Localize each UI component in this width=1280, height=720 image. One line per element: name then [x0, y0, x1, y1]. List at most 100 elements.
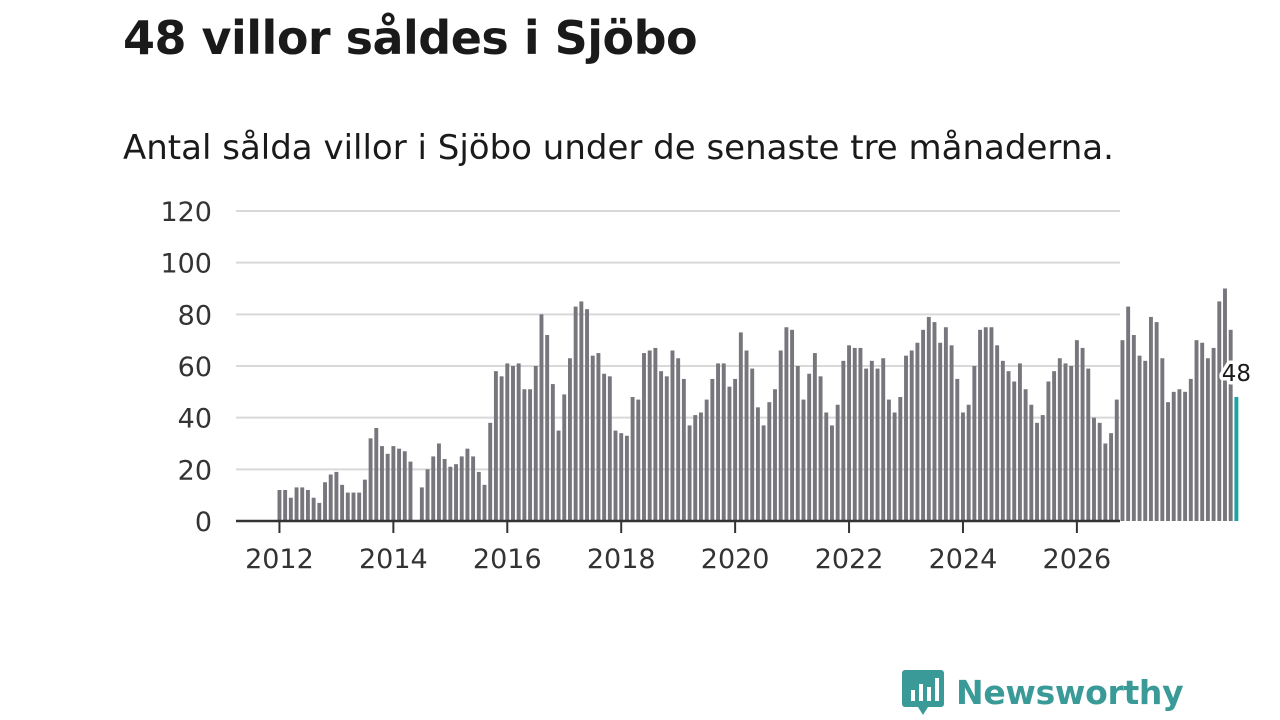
bar: [778, 350, 783, 521]
bar: [1120, 340, 1125, 521]
bar: [807, 373, 812, 521]
bar: [357, 492, 362, 521]
x-tick-label: 2026: [1043, 544, 1112, 575]
x-tick-label: 2020: [701, 544, 770, 575]
bar: [966, 404, 971, 521]
bar: [380, 446, 384, 521]
bar: [419, 487, 424, 521]
bar: [505, 363, 510, 521]
bar: [436, 443, 441, 521]
bar: [1137, 355, 1142, 521]
bar: [983, 327, 988, 521]
x-tick-label: 2014: [359, 544, 428, 575]
bar: [1080, 347, 1085, 521]
bar: [1012, 381, 1017, 521]
bar: [1023, 389, 1028, 521]
bar: [442, 459, 447, 521]
bar: [556, 430, 561, 521]
bar: [972, 366, 977, 521]
bar: [761, 425, 766, 521]
bar: [727, 386, 732, 521]
bar: [699, 412, 703, 521]
bar: [294, 487, 299, 521]
bar: [288, 497, 293, 521]
bar: [402, 451, 407, 521]
bar: [1131, 335, 1136, 521]
bar: [499, 376, 504, 521]
bar: [1103, 443, 1108, 521]
bar: [607, 376, 612, 521]
bar: [1188, 378, 1193, 521]
bar: [1063, 363, 1068, 521]
bar: [841, 360, 846, 521]
bar: [624, 435, 629, 521]
bar: [1166, 402, 1170, 521]
highlight-value-label: 48: [1222, 361, 1251, 387]
bar: [408, 461, 413, 521]
bar: [613, 430, 618, 521]
bar: [647, 350, 652, 521]
y-tick-label: 0: [195, 507, 212, 538]
bar: [790, 329, 795, 521]
highlight-value-halo: 48: [1222, 361, 1251, 387]
bar: [1035, 422, 1039, 521]
bar: [1086, 368, 1091, 521]
bar: [516, 363, 521, 521]
bar: [795, 366, 800, 521]
bar: [898, 397, 903, 521]
y-tick-label: 60: [178, 352, 212, 383]
bar: [847, 345, 851, 521]
bar: [989, 327, 994, 521]
bar: [1000, 360, 1005, 521]
bar: [773, 389, 777, 521]
bar: [676, 358, 681, 521]
bar: [317, 502, 322, 521]
bar: [573, 306, 578, 521]
bar: [1148, 316, 1153, 521]
bar: [915, 342, 920, 521]
bar: [602, 373, 607, 521]
bar: [305, 490, 310, 521]
bar: [585, 309, 589, 521]
bar-chart: 0 20 40 60 80 100 120 2012 2014 2016 2018 2020 2022 2…: [160, 197, 1252, 575]
bar: [693, 415, 698, 521]
y-tick-label: 100: [160, 249, 212, 280]
bar: [710, 378, 715, 521]
bar: [1069, 366, 1074, 521]
bar: [830, 425, 834, 521]
bar: [636, 399, 641, 521]
bar: [1154, 322, 1159, 521]
bar: [744, 350, 749, 521]
bar: [311, 497, 316, 521]
bar: [562, 394, 567, 521]
bar: [328, 474, 333, 521]
bar: [391, 446, 396, 521]
bar: [938, 342, 943, 521]
bar: [385, 453, 390, 521]
newsworthy-logo-icon: [902, 670, 944, 715]
bar: [1046, 381, 1051, 521]
bar: [909, 350, 914, 521]
bar: [681, 378, 686, 521]
bar: [904, 355, 908, 521]
bar: [1217, 301, 1222, 521]
bar: [670, 350, 675, 521]
bar: [858, 347, 863, 521]
bar: [818, 376, 823, 521]
bar: [431, 456, 436, 521]
bar: [300, 487, 305, 521]
bar: [539, 314, 544, 521]
bar: [738, 332, 743, 521]
bar: [482, 484, 487, 521]
bar: [824, 412, 829, 521]
bar: [368, 438, 373, 521]
bar: [454, 464, 458, 521]
y-tick-label: 20: [178, 455, 212, 486]
bar: [323, 482, 327, 521]
bar: [750, 368, 755, 521]
bar: [892, 412, 897, 521]
bar: [545, 335, 550, 521]
newsworthy-logo[interactable]: Newsworthy: [902, 668, 1184, 716]
bar: [1114, 399, 1119, 521]
bar: [881, 358, 886, 521]
